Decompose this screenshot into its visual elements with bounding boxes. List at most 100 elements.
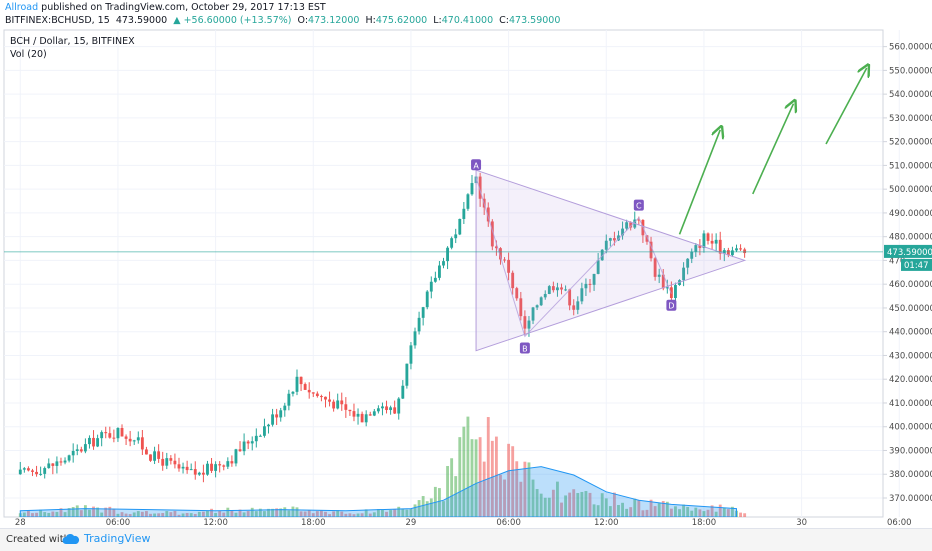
volume-bar [332, 511, 336, 517]
volume-bar [592, 504, 596, 517]
volume-bar [474, 439, 478, 517]
volume-bar [136, 511, 140, 517]
price-tick-label: 460.00000 [889, 280, 932, 290]
candle-body [450, 238, 454, 248]
volume-bar [344, 513, 348, 517]
candle-body [88, 437, 91, 445]
volume-bar [393, 509, 397, 517]
created-with-label: Created with [6, 534, 70, 545]
candle-body [731, 250, 734, 256]
candle-body [128, 438, 132, 442]
volume-bar [100, 512, 104, 517]
candle-body [92, 437, 95, 447]
volume-bar [128, 514, 132, 517]
candle-body [726, 250, 730, 256]
volume-bar [372, 512, 376, 517]
candle-body [332, 401, 336, 409]
volume-bar [348, 513, 352, 517]
volume-bar [39, 509, 43, 517]
volume-bar [271, 508, 275, 517]
candle-body [592, 273, 596, 285]
volume-bar [710, 505, 714, 517]
volume-bar [177, 514, 181, 517]
candle-body [181, 466, 185, 469]
volume-bar [59, 508, 63, 517]
volume-bar [120, 512, 124, 517]
price-tick-label: 550.00000 [889, 66, 932, 76]
volume-bar [157, 513, 161, 517]
candle-body [470, 183, 474, 195]
candle-body [35, 471, 38, 475]
current-price-label: 473.59000 [887, 248, 932, 258]
candle-body [22, 468, 26, 470]
candle-body [372, 411, 376, 416]
volume-bar [336, 510, 340, 517]
volume-bar [490, 440, 494, 517]
candle-body [718, 239, 722, 254]
candle-body [319, 396, 323, 398]
candle-body [421, 307, 425, 318]
volume-bar [79, 510, 83, 517]
volume-bar [674, 506, 677, 517]
candle-body [661, 274, 665, 289]
volume-bar [617, 505, 620, 517]
candle-body [682, 267, 686, 281]
time-axis[interactable]: 28 06:00 12:00 18:00 29 06:00 12:00 18:00 30 06:0… [15, 518, 932, 528]
candle-body [43, 468, 47, 474]
candle-body [246, 441, 250, 444]
candle-body [596, 260, 600, 274]
volume-bar [503, 479, 506, 517]
volume-bar [633, 498, 637, 517]
candle-body [694, 245, 698, 252]
volume-bar [35, 512, 38, 517]
price-tick-label: 380.00000 [889, 470, 932, 480]
price-tick-label: 400.00000 [889, 423, 932, 433]
candle-body [523, 316, 527, 329]
candle-body [344, 404, 348, 410]
volume-bar [263, 511, 266, 517]
candle-body [75, 449, 79, 451]
candle-body [686, 258, 690, 268]
volume-bar [197, 511, 201, 517]
pattern-label-badge [519, 342, 530, 354]
volume-bar [706, 509, 710, 517]
volume-bar [315, 511, 319, 517]
candle-body [71, 450, 75, 456]
candle-body [136, 437, 140, 441]
volume-bar [385, 511, 388, 517]
volume-bar [275, 508, 279, 517]
volume-bar [116, 513, 120, 517]
candle-body [47, 463, 51, 469]
volume-bar [608, 506, 612, 517]
author-link[interactable]: Allroad [5, 2, 39, 13]
volume-bar [551, 489, 555, 517]
volume-bar [494, 436, 498, 517]
price-axis[interactable]: 560.00000 550.00000 540.00000 530.00000 520.… [4, 43, 932, 504]
volume-bar [539, 493, 543, 517]
candle-body [112, 437, 116, 439]
pattern-label-badge [471, 159, 482, 171]
candle-body [149, 454, 152, 461]
abcd-line [475, 177, 672, 338]
candle-body [100, 432, 104, 439]
candle-body [649, 241, 653, 259]
price-chart[interactable]: A B C D 560.00000 550.00000 540.00000 530.0000… [0, 28, 932, 528]
plot-area[interactable] [3, 29, 884, 518]
tradingview-brand[interactable]: TradingView [62, 532, 150, 545]
pattern-label-badge [633, 199, 644, 211]
candle-body [79, 449, 83, 452]
volume-bar [718, 504, 722, 517]
volume-bar [206, 510, 209, 517]
price-tick-label: 450.00000 [889, 304, 932, 314]
time-tick-label: 06:00 [887, 518, 912, 528]
volume-bar [104, 507, 108, 517]
volume-bar [543, 497, 547, 517]
volume-bar [515, 461, 519, 517]
volume-bar [22, 512, 26, 517]
volume-bar [511, 446, 515, 517]
volume-bar [214, 513, 218, 517]
triangle-outline [475, 169, 747, 352]
volume-bar [222, 512, 226, 517]
volume-bar [238, 509, 242, 517]
candle-body [413, 331, 417, 346]
